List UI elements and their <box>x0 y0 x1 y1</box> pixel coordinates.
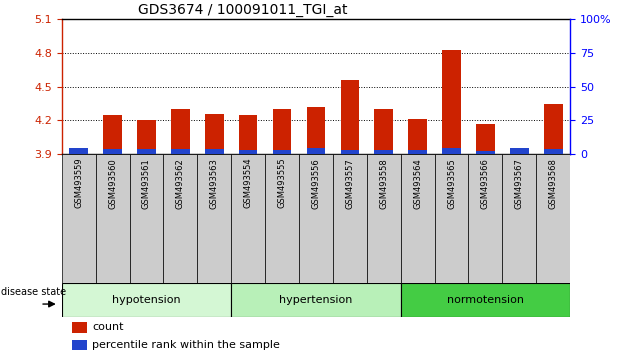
Bar <box>374 149 393 154</box>
Bar <box>299 154 333 283</box>
Bar <box>273 109 291 154</box>
Bar <box>307 148 325 154</box>
Text: GSM493565: GSM493565 <box>447 158 456 209</box>
Bar <box>408 149 427 154</box>
Bar <box>265 154 299 283</box>
Bar <box>469 154 502 283</box>
Bar <box>401 283 570 317</box>
Bar <box>502 154 536 283</box>
Text: GSM493562: GSM493562 <box>176 158 185 209</box>
Bar <box>544 104 563 154</box>
Bar <box>273 149 291 154</box>
Bar <box>510 148 529 154</box>
Text: count: count <box>92 322 123 332</box>
Bar <box>137 149 156 154</box>
Bar <box>239 115 258 154</box>
Text: GSM493564: GSM493564 <box>413 158 422 209</box>
Bar <box>239 149 258 154</box>
Bar <box>69 153 88 154</box>
Text: normotension: normotension <box>447 295 524 305</box>
Text: GSM493566: GSM493566 <box>481 158 490 209</box>
Bar <box>333 154 367 283</box>
Text: GSM493567: GSM493567 <box>515 158 524 209</box>
Text: GSM493563: GSM493563 <box>210 158 219 209</box>
Bar <box>408 119 427 154</box>
Bar <box>341 80 359 154</box>
Bar <box>442 148 461 154</box>
Bar <box>231 283 401 317</box>
Text: GSM493561: GSM493561 <box>142 158 151 209</box>
Text: GSM493557: GSM493557 <box>345 158 354 209</box>
Text: GSM493554: GSM493554 <box>244 158 253 209</box>
Bar <box>171 109 190 154</box>
Bar <box>544 149 563 154</box>
Bar <box>341 149 359 154</box>
Text: GSM493568: GSM493568 <box>549 158 558 209</box>
Bar <box>205 149 224 154</box>
Bar <box>130 154 163 283</box>
Text: percentile rank within the sample: percentile rank within the sample <box>92 340 280 350</box>
Text: GSM493559: GSM493559 <box>74 158 83 209</box>
Bar <box>103 115 122 154</box>
Bar <box>72 322 87 333</box>
Bar <box>197 154 231 283</box>
Bar <box>103 149 122 154</box>
Bar <box>536 154 570 283</box>
Bar <box>510 151 529 154</box>
Bar <box>137 120 156 154</box>
Text: hypertension: hypertension <box>279 295 353 305</box>
Text: GSM493560: GSM493560 <box>108 158 117 209</box>
Text: GSM493555: GSM493555 <box>278 158 287 209</box>
Bar <box>163 154 197 283</box>
Bar <box>435 154 469 283</box>
Bar <box>72 340 87 350</box>
Bar <box>476 151 495 154</box>
Text: GDS3674 / 100091011_TGI_at: GDS3674 / 100091011_TGI_at <box>138 3 348 17</box>
Bar <box>231 154 265 283</box>
Bar <box>69 148 88 154</box>
Bar <box>171 149 190 154</box>
Bar <box>476 124 495 154</box>
Text: hypotension: hypotension <box>112 295 181 305</box>
Text: disease state: disease state <box>1 287 67 297</box>
Bar <box>401 154 435 283</box>
Bar <box>307 107 325 154</box>
Text: GSM493556: GSM493556 <box>311 158 321 209</box>
Bar <box>374 109 393 154</box>
Bar <box>96 154 130 283</box>
Bar <box>62 154 96 283</box>
Bar <box>62 283 231 317</box>
Text: GSM493558: GSM493558 <box>379 158 388 209</box>
Bar <box>442 50 461 154</box>
Bar <box>205 114 224 154</box>
Bar <box>367 154 401 283</box>
